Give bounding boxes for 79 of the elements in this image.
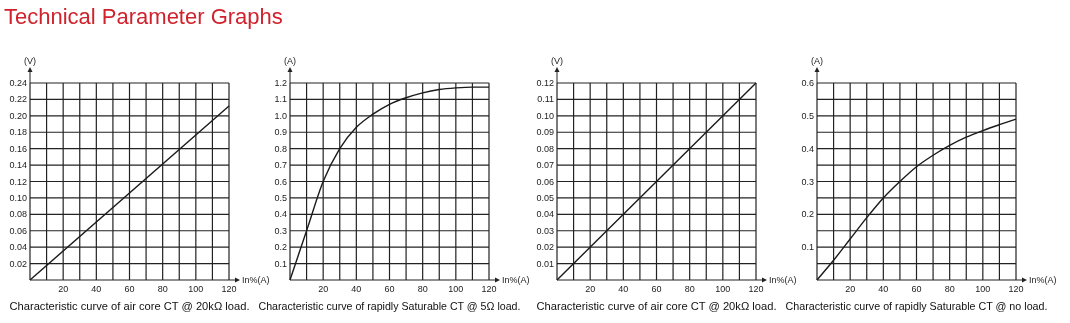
y-axis-title: (A)	[811, 56, 823, 66]
x-tick-label: 40	[91, 284, 102, 294]
y-tick-label: 0.20	[9, 110, 27, 121]
y-tick-label: 0.14	[9, 160, 27, 171]
y-tick-label: 0.7	[274, 160, 287, 171]
y-tick-label: 0.04	[9, 242, 27, 253]
x-tick-label: 100	[188, 284, 204, 294]
y-tick-label: 1.2	[274, 78, 287, 88]
y-tick-label: 0.08	[536, 143, 554, 154]
x-tick-label: 20	[845, 284, 856, 294]
y-tick-label: 0.6	[274, 176, 287, 187]
x-tick-label: 20	[58, 284, 69, 294]
y-tick-label: 0.4	[274, 209, 287, 220]
y-tick-label: 0.06	[9, 225, 27, 236]
y-tick-label: 0.22	[9, 94, 27, 105]
text: Characteristic curve of rapidly Saturable CT @ 5Ω load.	[258, 300, 530, 312]
x-tick-label: 80	[944, 284, 955, 294]
y-tick-label: 1.0	[274, 110, 287, 121]
x-tick-label: 120	[748, 284, 764, 294]
x-axis-title: In%(A)	[502, 275, 530, 285]
x-tick-label: 100	[975, 284, 991, 294]
y-tick-label: 0.5	[801, 110, 814, 121]
x-tick-label: 120	[481, 284, 497, 294]
y-tick-label: 0.6	[801, 78, 814, 88]
x-tick-label: 60	[384, 284, 395, 294]
x-tick-label: 100	[715, 284, 731, 294]
y-tick-label: 0.2	[274, 242, 287, 253]
x-tick-label: 40	[878, 284, 889, 294]
y-tick-label: 0.03	[536, 225, 554, 236]
y-tick-label: 0.3	[801, 176, 814, 187]
y-tick-label: 0.11	[537, 94, 554, 105]
y-tick-label: 0.9	[274, 127, 287, 138]
x-tick-label: 40	[618, 284, 629, 294]
text: Characteristic curve of rapidly Saturable CT @ no load.	[785, 300, 1055, 312]
y-tick-label: 1.1	[274, 94, 287, 105]
x-axis-title: In%(A)	[1029, 275, 1057, 285]
y-tick-label: 0.10	[536, 110, 554, 121]
y-tick-label: 0.12	[536, 78, 554, 88]
y-tick-label: 0.16	[9, 143, 27, 154]
x-tick-label: 20	[318, 284, 329, 294]
y-tick-label: 0.02	[536, 242, 554, 253]
y-tick-label: 0.08	[9, 209, 27, 220]
x-tick-label: 40	[351, 284, 362, 294]
x-tick-label: 120	[1008, 284, 1024, 294]
x-tick-label: 20	[585, 284, 596, 294]
y-tick-label: 0.10	[9, 192, 27, 203]
y-tick-label: 0.4	[801, 143, 814, 154]
y-tick-label: 0.12	[9, 176, 27, 187]
x-axis-title: In%(A)	[769, 275, 797, 285]
x-tick-label: 120	[221, 284, 237, 294]
x-tick-label: 60	[911, 284, 922, 294]
y-tick-label: 0.3	[274, 225, 287, 236]
x-tick-label: 60	[124, 284, 135, 294]
x-axis-title: In%(A)	[242, 275, 270, 285]
y-tick-label: 0.07	[536, 160, 554, 171]
x-tick-label: 100	[448, 284, 464, 294]
text: Characteristic curve of air core CT @ 20kΩ load.	[9, 300, 250, 312]
y-tick-label: 0.8	[274, 143, 287, 154]
y-tick-label: 0.05	[536, 192, 554, 203]
y-tick-label: 0.02	[9, 258, 27, 269]
y-axis-title: (V)	[24, 56, 36, 66]
y-tick-label: 0.06	[536, 176, 554, 187]
y-axis-title: (A)	[284, 56, 296, 66]
x-tick-label: 60	[651, 284, 662, 294]
y-tick-label: 0.09	[536, 127, 554, 138]
x-tick-label: 80	[417, 284, 428, 294]
y-tick-label: 0.01	[536, 258, 554, 269]
text: Technical Parameter Graphs	[4, 4, 283, 29]
y-tick-label: 0.2	[801, 209, 814, 220]
x-tick-label: 80	[684, 284, 695, 294]
y-tick-label: 0.1	[274, 258, 287, 269]
y-tick-label: 0.24	[9, 78, 27, 88]
y-tick-label: 0.18	[9, 127, 27, 138]
y-tick-label: 0.04	[536, 209, 554, 220]
y-tick-label: 0.5	[274, 192, 287, 203]
text: Characteristic curve of air core CT @ 20kΩ load.	[536, 300, 777, 312]
y-tick-label: 0.1	[801, 242, 814, 253]
x-tick-label: 80	[157, 284, 168, 294]
y-axis-title: (V)	[551, 56, 563, 66]
